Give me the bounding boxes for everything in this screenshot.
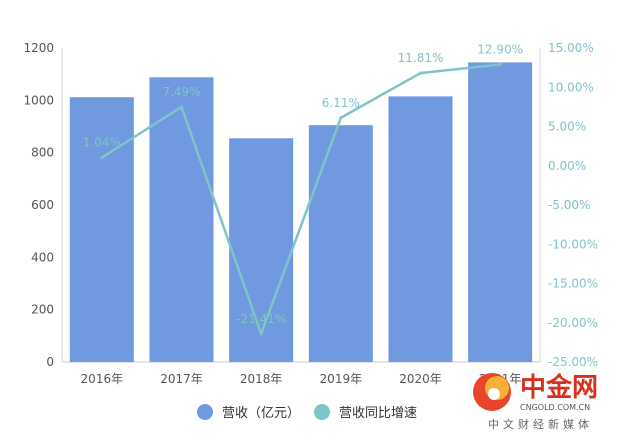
line-point [180, 105, 183, 108]
y-tick-label: 0 [46, 355, 54, 369]
y-tick-label: 1000 [23, 93, 54, 107]
y2-tick-label: 15.00% [548, 41, 594, 55]
y2-tick-label: 5.00% [548, 120, 586, 134]
data-label: 11.81% [398, 51, 444, 65]
data-label: -21.41% [236, 312, 286, 326]
y2-tick-label: -10.00% [548, 237, 598, 251]
legend-label-growth: 营收同比增速 [339, 406, 417, 421]
data-label: 12.90% [477, 42, 523, 56]
y2-tick-label: -5.00% [548, 198, 590, 212]
data-labels: 1.04% 7.49% -21.41% 6.11% 11.81% 12.90% [83, 42, 523, 325]
line-point [100, 156, 103, 159]
watermark-brand: 中金网 [520, 372, 598, 403]
legend: 营收（亿元） 营收同比增速 [197, 404, 417, 421]
y-tick-label: 600 [31, 198, 54, 212]
x-tick-label: 2016年 [81, 372, 124, 386]
bar-series [70, 62, 532, 362]
bar [309, 125, 373, 362]
legend-label-revenue: 营收（亿元） [222, 406, 300, 421]
y-tick-label: 200 [31, 303, 54, 317]
y2-tick-label: 0.00% [548, 159, 586, 173]
bar [389, 96, 453, 362]
x-tick-label: 2017年 [160, 372, 203, 386]
data-label: 6.11% [322, 96, 360, 110]
legend-marker-growth [314, 404, 330, 420]
y-tick-label: 400 [31, 250, 54, 264]
y2-tick-label: -15.00% [548, 277, 598, 291]
x-tick-label: 2020年 [399, 372, 442, 386]
y2-tick-label: -25.00% [548, 355, 598, 369]
x-tick-label: 2018年 [240, 372, 283, 386]
y-tick-label: 1200 [23, 41, 54, 55]
line-point [260, 332, 263, 335]
y-tick-label: 800 [31, 146, 54, 160]
line-point [499, 63, 502, 66]
bar [229, 138, 293, 362]
x-tick-label: 2019年 [320, 372, 363, 386]
data-label: 7.49% [162, 85, 200, 99]
y2-tick-label: 10.00% [548, 80, 594, 94]
x-axis-ticks: 2016年2017年2018年2019年2020年2021年 [81, 372, 522, 386]
data-label: 1.04% [83, 136, 121, 150]
legend-marker-revenue [197, 404, 213, 420]
line-point [339, 116, 342, 119]
bar [468, 62, 532, 362]
y2-tick-label: -20.00% [548, 316, 598, 330]
watermark-tagline: 中文财经新媒体 [488, 417, 593, 431]
watermark-domain: CNGOLD.COM.CN [520, 403, 590, 412]
line-point [419, 72, 422, 75]
brand-logo-icon [473, 373, 511, 411]
